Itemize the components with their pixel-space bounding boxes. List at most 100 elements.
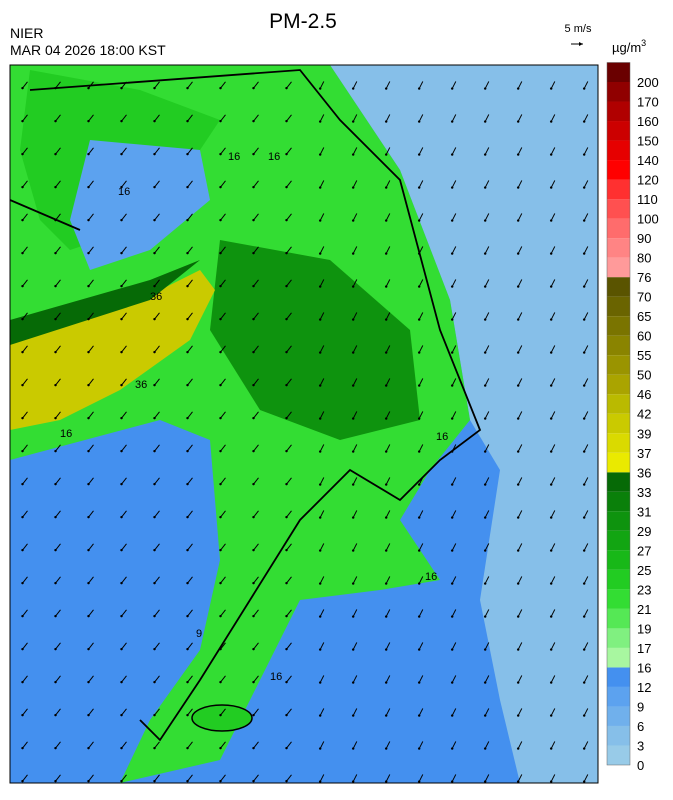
color-cell xyxy=(607,218,630,239)
wind-arrow-head xyxy=(582,516,586,519)
wind-arrow-head xyxy=(153,152,156,156)
wind-arrow xyxy=(484,312,490,320)
wind-arrow-head xyxy=(153,482,156,486)
level-label: 76 xyxy=(637,270,651,285)
wind-arrow xyxy=(253,543,259,551)
wind-arrow xyxy=(154,444,160,452)
wind-arrow-head xyxy=(483,351,487,354)
wind-arrow-head xyxy=(417,186,421,189)
wind-arrow-head xyxy=(318,780,322,783)
wind-arrow xyxy=(286,411,292,419)
wind-arrow xyxy=(22,246,28,254)
wind-arrow xyxy=(451,345,457,353)
wind-arrow xyxy=(385,378,391,386)
wind-arrow xyxy=(154,576,160,584)
color-cell xyxy=(607,472,630,492)
wind-arrow xyxy=(187,246,193,254)
wind-arrow-head xyxy=(384,285,388,288)
wind-arrow xyxy=(220,147,226,155)
wind-arrow xyxy=(451,774,457,782)
wind-arrow-head xyxy=(351,417,355,420)
wind-arrow-head xyxy=(384,747,388,750)
wind-arrow xyxy=(385,81,391,89)
wind-arrow xyxy=(583,378,589,386)
wind-arrow xyxy=(319,411,325,419)
wind-arrow-head xyxy=(549,747,553,750)
wind-arrow xyxy=(55,114,61,122)
wind-arrow-head xyxy=(186,647,189,651)
wind-arrow-head xyxy=(549,549,553,552)
wind-arrow xyxy=(319,510,325,518)
wind-arrow-head xyxy=(120,779,123,783)
color-cell xyxy=(607,277,630,297)
wind-arrow-head xyxy=(285,449,288,453)
level-label: 65 xyxy=(637,309,651,324)
wind-arrow xyxy=(319,642,325,650)
wind-arrow-head xyxy=(252,713,255,717)
wind-arrow-head xyxy=(516,252,520,255)
level-label: 23 xyxy=(637,582,651,597)
wind-arrow-head xyxy=(153,449,156,453)
wind-arrow xyxy=(286,444,292,452)
color-cell xyxy=(607,257,630,278)
wind-arrow-head xyxy=(549,120,553,123)
wind-arrow-head xyxy=(252,152,255,156)
datetime: MAR 04 2026 18:00 KST xyxy=(10,42,166,58)
wind-arrow xyxy=(187,576,193,584)
wind-arrow xyxy=(22,81,28,89)
wind-arrow-head xyxy=(285,713,288,717)
wind-arrow-head xyxy=(87,350,90,354)
wind-arrow-head xyxy=(153,614,156,618)
wind-arrow xyxy=(253,774,259,782)
level-label: 160 xyxy=(637,114,659,129)
wind-arrow xyxy=(55,774,61,782)
wind-arrow-head xyxy=(54,86,57,90)
wind-arrow xyxy=(319,345,325,353)
wind-arrow xyxy=(88,774,94,782)
wind-arrow xyxy=(418,741,424,749)
wind-arrow-head xyxy=(483,747,487,750)
level-label: 70 xyxy=(637,290,651,305)
wind-arrow xyxy=(22,642,28,650)
level-label: 19 xyxy=(637,621,651,636)
wind-arrow-head xyxy=(549,648,553,651)
wind-arrow-head xyxy=(384,681,388,684)
contour-label: 36 xyxy=(150,291,162,303)
wind-arrow-head xyxy=(153,251,156,255)
wind-arrow-head xyxy=(450,153,454,156)
wind-arrow-head xyxy=(582,615,586,618)
wind-arrow xyxy=(88,312,94,320)
wind-arrow xyxy=(286,477,292,485)
wind-arrow-head xyxy=(54,218,57,222)
color-cell xyxy=(607,686,630,707)
wind-arrow xyxy=(55,609,61,617)
wind-arrow-head xyxy=(21,185,24,189)
wind-arrow xyxy=(319,675,325,683)
map-frame xyxy=(9,64,599,784)
wind-arrow xyxy=(253,114,259,122)
wind-arrow xyxy=(88,114,94,122)
wind-arrow-head xyxy=(153,713,156,717)
wind-arrow xyxy=(253,279,259,287)
wind-arrow xyxy=(451,147,457,155)
wind-arrow xyxy=(550,246,556,254)
wind-arrow-head xyxy=(450,285,454,288)
wind-arrow xyxy=(583,477,589,485)
wind-arrow xyxy=(418,477,424,485)
wind-arrow-head xyxy=(87,746,90,750)
level-label: 120 xyxy=(637,173,659,188)
wind-arrow-head xyxy=(54,383,57,387)
wind-arrow-head xyxy=(450,219,454,222)
wind-arrow xyxy=(583,345,589,353)
wind-arrow-head xyxy=(186,680,189,684)
wind-arrow xyxy=(352,345,358,353)
wind-arrow-head xyxy=(450,747,454,750)
wind-arrow xyxy=(88,708,94,716)
wind-arrow xyxy=(550,510,556,518)
wind-arrow-head xyxy=(219,614,222,618)
wind-arrow-head xyxy=(351,219,355,222)
wind-arrow xyxy=(121,114,127,122)
wind-arrow-head xyxy=(417,87,421,90)
color-cell xyxy=(607,550,630,570)
